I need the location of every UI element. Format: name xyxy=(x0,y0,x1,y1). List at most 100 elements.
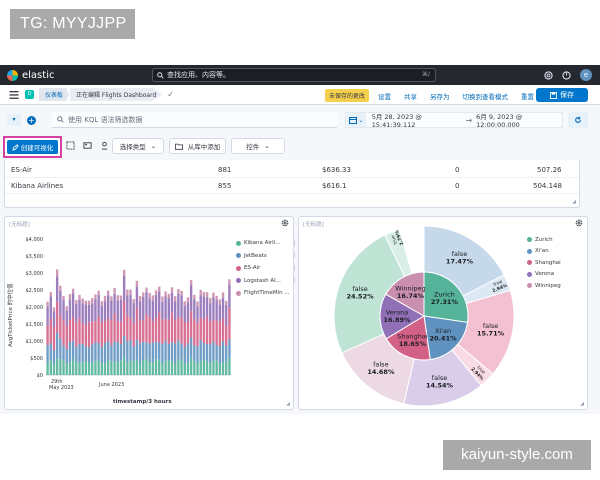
bar-segment[interactable] xyxy=(94,299,97,322)
bar-segment[interactable] xyxy=(91,344,94,364)
bar-segment[interactable] xyxy=(186,362,190,375)
bar-segment[interactable] xyxy=(87,322,91,348)
bar-segment[interactable] xyxy=(55,301,59,333)
bar-segment[interactable] xyxy=(52,327,56,350)
bar-segment[interactable] xyxy=(173,362,177,375)
bar-segment[interactable] xyxy=(46,362,49,375)
bar-segment[interactable] xyxy=(65,364,68,375)
save-as-link[interactable]: 另存为 xyxy=(430,93,450,101)
bar-segment[interactable] xyxy=(209,344,212,364)
bar-segment[interactable] xyxy=(87,362,91,375)
bar-segment[interactable] xyxy=(119,344,123,361)
bar-segment[interactable] xyxy=(138,320,142,344)
bar-segment[interactable] xyxy=(183,301,186,307)
bar-segment[interactable] xyxy=(135,286,139,308)
bar-segment[interactable] xyxy=(46,301,49,307)
bar-segment[interactable] xyxy=(193,318,196,346)
bar-segment[interactable] xyxy=(52,349,56,364)
bar-segment[interactable] xyxy=(122,275,126,301)
bar-segment[interactable] xyxy=(212,360,215,375)
bar-segment[interactable] xyxy=(52,363,56,375)
bar-segment[interactable] xyxy=(209,321,212,345)
legend-item[interactable]: ES-Air ⋮ xyxy=(236,262,298,275)
bar-segment[interactable] xyxy=(78,362,81,375)
bar-segment[interactable] xyxy=(100,363,104,375)
bar-segment[interactable] xyxy=(84,361,88,375)
bar-segment[interactable] xyxy=(177,289,180,294)
bar-segment[interactable] xyxy=(196,323,199,347)
bar-segment[interactable] xyxy=(183,363,186,375)
bar-segment[interactable] xyxy=(221,341,225,362)
bar-segment[interactable] xyxy=(173,343,177,363)
bar-segment[interactable] xyxy=(154,290,158,295)
bar-segment[interactable] xyxy=(110,360,113,375)
bar-segment[interactable] xyxy=(91,303,94,322)
bar-segment[interactable] xyxy=(97,316,100,344)
bar-segment[interactable] xyxy=(87,304,91,323)
bar-segment[interactable] xyxy=(170,292,174,313)
bar-segment[interactable] xyxy=(212,319,215,342)
bar-segment[interactable] xyxy=(161,319,164,345)
bar-segment[interactable] xyxy=(158,342,161,360)
bar-segment[interactable] xyxy=(84,300,88,305)
global-search[interactable]: 查找应用、内容等。 ⌘/ xyxy=(152,68,436,82)
bar-segment[interactable] xyxy=(199,340,202,361)
bar-segment[interactable] xyxy=(52,311,56,328)
bar-segment[interactable] xyxy=(122,335,126,357)
bar-segment[interactable] xyxy=(122,300,126,336)
bar-segment[interactable] xyxy=(215,300,218,321)
bar-segment[interactable] xyxy=(215,295,218,301)
lens-icon[interactable] xyxy=(66,141,75,150)
bar-segment[interactable] xyxy=(126,289,129,296)
bar-segment[interactable] xyxy=(177,317,180,341)
add-from-library-button[interactable]: 从库中添加 xyxy=(169,138,226,154)
bar-segment[interactable] xyxy=(221,361,225,375)
bar-segment[interactable] xyxy=(59,359,62,375)
legend-item[interactable]: Xi'an xyxy=(527,246,561,258)
bar-segment[interactable] xyxy=(132,299,135,304)
bar-segment[interactable] xyxy=(75,304,78,323)
bar-segment[interactable] xyxy=(148,362,151,375)
bar-segment[interactable] xyxy=(164,318,167,341)
bar-segment[interactable] xyxy=(81,298,84,304)
bar-segment[interactable] xyxy=(145,342,148,360)
bar-segment[interactable] xyxy=(132,346,135,361)
bar-segment[interactable] xyxy=(173,301,177,321)
bar-segment[interactable] xyxy=(199,289,202,296)
bar-segment[interactable] xyxy=(180,295,183,317)
bar-segment[interactable] xyxy=(218,346,222,363)
menu-icon[interactable] xyxy=(9,90,19,99)
newsfeed-icon[interactable] xyxy=(562,70,571,80)
bar-segment[interactable] xyxy=(49,343,52,360)
legend-item[interactable]: FlightTimeMin ... xyxy=(236,287,290,300)
bar-segment[interactable] xyxy=(97,290,100,296)
bar-segment[interactable] xyxy=(199,360,202,375)
gear-icon[interactable] xyxy=(281,219,289,227)
kql-search-field[interactable]: 使用 KQL 语法筛选数据 xyxy=(52,112,337,128)
bar-segment[interactable] xyxy=(151,300,155,321)
bar-segment[interactable] xyxy=(202,343,206,360)
bar-segment[interactable] xyxy=(68,299,72,320)
share-link[interactable]: 共享 xyxy=(404,93,417,101)
bar-segment[interactable] xyxy=(68,294,72,300)
gear-icon[interactable] xyxy=(575,219,583,227)
bar-segment[interactable] xyxy=(205,292,209,298)
bar-segment[interactable] xyxy=(186,297,190,303)
bar-segment[interactable] xyxy=(161,363,164,375)
bar-segment[interactable] xyxy=(173,296,177,302)
bar-segment[interactable] xyxy=(186,302,190,323)
bar-segment[interactable] xyxy=(142,341,145,361)
bar-segment[interactable] xyxy=(138,296,142,302)
bar-segment[interactable] xyxy=(46,306,49,326)
chevron-down-icon[interactable]: ✓ xyxy=(167,90,174,99)
space-badge[interactable]: D xyxy=(25,90,34,99)
bar-segment[interactable] xyxy=(138,362,142,375)
bar-segment[interactable] xyxy=(129,294,132,318)
calendar-icon[interactable]: ⌄ xyxy=(347,113,366,127)
pie-inner-slice[interactable] xyxy=(385,271,425,317)
bar-segment[interactable] xyxy=(228,279,231,285)
bar-segment[interactable] xyxy=(68,342,72,363)
bar-segment[interactable] xyxy=(84,324,88,347)
bar-segment[interactable] xyxy=(94,360,97,375)
bar-segment[interactable] xyxy=(107,359,110,375)
